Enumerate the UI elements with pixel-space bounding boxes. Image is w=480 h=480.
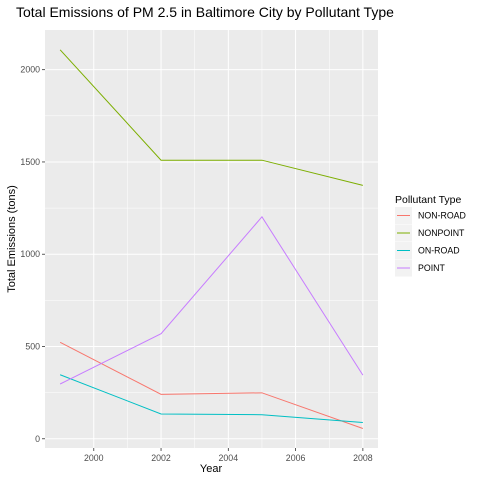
series-line-on-road: [59, 374, 363, 423]
y-axis: 0 500 1000 1500 2000: [20, 65, 45, 444]
plot-background: [45, 30, 378, 448]
minor-gridlines: [45, 30, 378, 448]
legend-label: NONPOINT: [418, 228, 465, 238]
legend-label: POINT: [418, 263, 446, 273]
legend-items: NON-ROAD NONPOINT ON-ROAD POINT: [395, 207, 466, 277]
major-gridlines: [45, 30, 378, 448]
y-tick-label: 2000: [20, 65, 40, 75]
legend: Pollutant Type NON-ROAD NONPOINT ON-ROAD PO…: [395, 194, 466, 277]
legend-label: NON-ROAD: [418, 211, 466, 221]
y-tick-label: 500: [25, 341, 40, 351]
x-axis: 2000 2002 2004 2006 2008: [84, 448, 373, 463]
legend-title: Pollutant Type: [395, 194, 462, 206]
x-tick-label: 2004: [219, 453, 239, 463]
chart-title: Total Emissions of PM 2.5 in Baltimore C…: [16, 4, 394, 20]
x-tick-label: 2000: [84, 453, 104, 463]
x-tick-label: 2002: [151, 453, 171, 463]
x-axis-title: Year: [200, 463, 223, 475]
series-line-nonpoint: [59, 49, 363, 186]
x-tick-label: 2006: [286, 453, 306, 463]
series-lines: [59, 49, 364, 429]
y-tick-label: 1000: [20, 249, 40, 259]
y-axis-title: Total Emissions (tons): [6, 185, 18, 293]
y-tick-label: 1500: [20, 157, 40, 167]
series-line-non-road: [59, 341, 364, 429]
y-tick-label: 0: [35, 434, 40, 444]
legend-label: ON-ROAD: [418, 246, 460, 256]
x-tick-label: 2008: [353, 453, 373, 463]
series-line-point: [59, 216, 364, 385]
